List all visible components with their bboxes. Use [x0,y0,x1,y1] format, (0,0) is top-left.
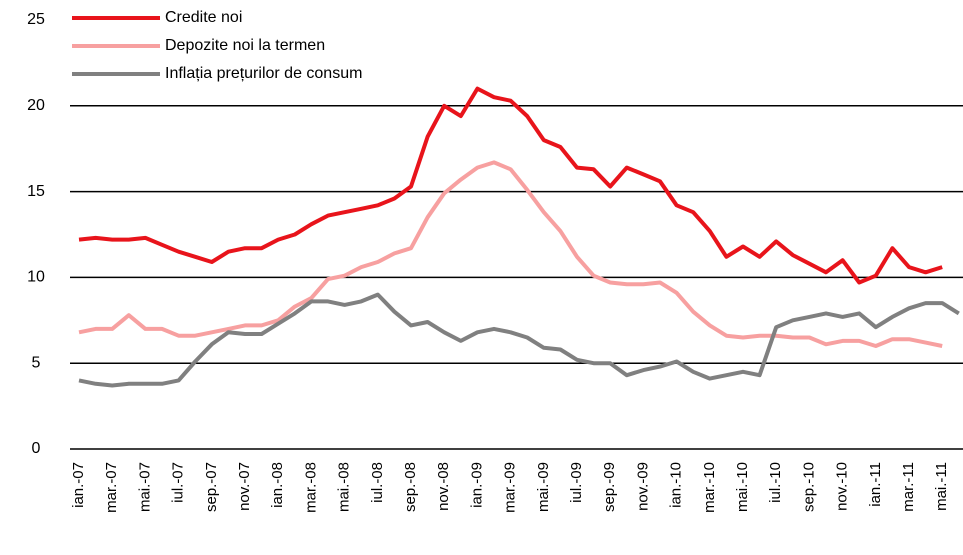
x-tick-label: mar.-10 [701,462,718,513]
series-line [78,292,960,388]
y-tick-label: 25 [27,11,45,28]
x-tick-label: ian.-10 [668,462,685,508]
x-tick-label: mai.-08 [336,462,353,512]
x-tick-label: ian.-08 [269,462,286,508]
x-tick-label: ian.-11 [867,462,884,507]
x-tick-label: mar.-07 [103,462,120,513]
series-line [78,86,943,285]
x-tick-label: mai.-07 [136,462,153,512]
x-tick-label: iul.-09 [568,462,585,503]
x-tick-label: nov.-08 [435,462,452,511]
x-tick-label: nov.-07 [236,462,253,511]
x-tick-label: iul.-08 [369,462,386,503]
x-tick-label: mar.-08 [302,462,319,513]
x-tick-label: sep.-09 [601,462,618,512]
legend-label: Depozite noi la termen [165,37,325,54]
y-tick-label: 10 [27,269,45,286]
y-tick-label: 15 [27,183,45,200]
legend-label: Credite noi [165,9,242,26]
x-tick-label: ian.-07 [70,462,87,508]
x-tick-label: mar.-09 [502,462,519,513]
y-tick-label: 5 [32,354,41,371]
legend-label: Inflația prețurilor de consum [165,65,362,82]
x-tick-label: mar.-11 [900,462,917,512]
x-tick-label: ian.-09 [468,462,485,508]
x-tick-label: nov.-09 [634,462,651,511]
x-tick-label: mai.-11 [933,462,950,511]
y-tick-label: 20 [27,97,45,114]
y-tick-label: 0 [32,440,41,457]
x-tick-label: mai.-10 [734,462,751,512]
series-line [78,160,943,348]
x-tick-label: sep.-10 [800,462,817,512]
x-tick-label: iul.-07 [170,462,187,503]
x-tick-label: nov.-10 [834,462,851,511]
x-tick-label: sep.-08 [402,462,419,512]
x-tick-label: mai.-09 [535,462,552,512]
x-tick-label: iul.-10 [767,462,784,503]
x-tick-label: sep.-07 [203,462,220,512]
